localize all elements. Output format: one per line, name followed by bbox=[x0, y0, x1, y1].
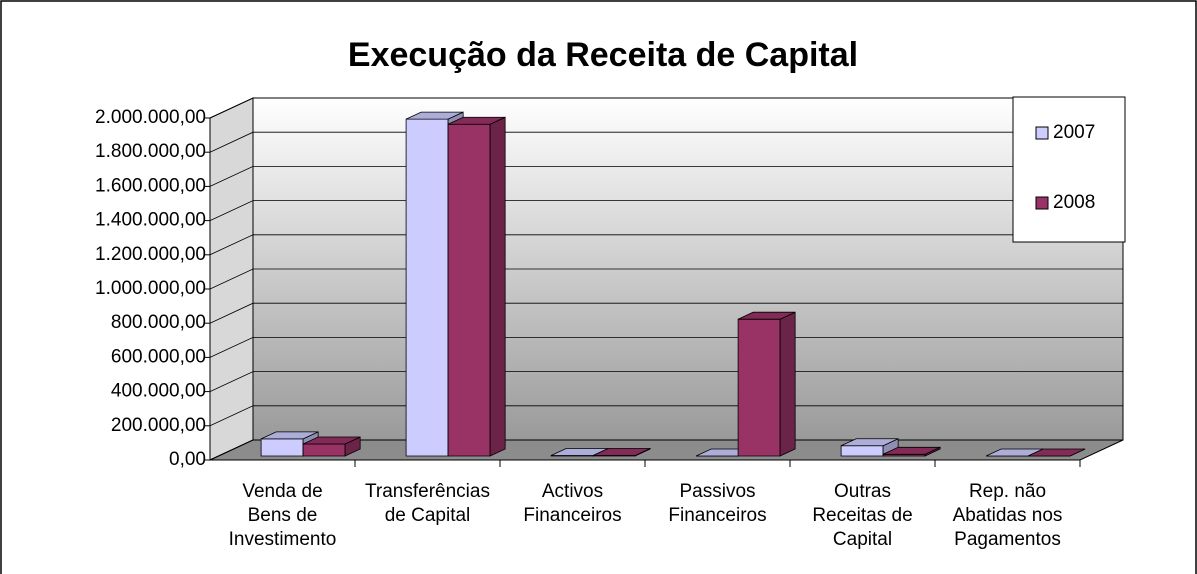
bar bbox=[882, 446, 941, 457]
grid-line bbox=[209, 234, 1123, 256]
x-tick-label: Venda de Bens de Investimento bbox=[229, 481, 337, 550]
legend-swatch bbox=[1035, 196, 1049, 210]
bar-front bbox=[405, 118, 449, 457]
bar-top bbox=[1027, 448, 1086, 457]
x-tick-label: Outras Receitas de Capital bbox=[812, 481, 912, 550]
grid-line bbox=[209, 371, 1123, 392]
grid-line bbox=[209, 97, 1123, 119]
bar bbox=[592, 447, 651, 457]
y-tick-label: 400.000,00 bbox=[111, 381, 206, 402]
bar-front bbox=[737, 318, 781, 457]
bar-top bbox=[447, 116, 506, 125]
bar-side bbox=[779, 311, 796, 457]
bar bbox=[447, 116, 506, 457]
legend-swatch bbox=[1035, 126, 1049, 140]
bar-top bbox=[405, 111, 464, 120]
bar bbox=[737, 311, 796, 457]
y-tick-label: 1.600.000,00 bbox=[95, 175, 206, 196]
legend bbox=[1012, 96, 1126, 243]
bar-top bbox=[737, 311, 796, 320]
y-tick-label: 1.400.000,00 bbox=[95, 210, 206, 231]
y-tick-label: 1.800.000,00 bbox=[95, 141, 206, 162]
bar bbox=[302, 436, 361, 457]
y-tick-label: 800.000,00 bbox=[111, 312, 206, 333]
x-tick-label: Rep. não Abatidas nos Pagamentos bbox=[953, 481, 1063, 550]
bar-top bbox=[840, 438, 899, 447]
y-tick-label: 600.000,00 bbox=[111, 346, 206, 367]
bar-side bbox=[489, 116, 506, 457]
bar-top bbox=[882, 446, 941, 455]
grid-line bbox=[209, 268, 1123, 290]
x-tick-label: Transferências de Capital bbox=[365, 481, 490, 526]
legend-label: 2008 bbox=[1053, 192, 1095, 213]
y-tick-label: 0,00 bbox=[169, 449, 206, 470]
grid-line bbox=[209, 405, 1123, 427]
bar-top bbox=[302, 436, 361, 445]
grid-line bbox=[209, 439, 1123, 461]
y-tick-label: 1.200.000,00 bbox=[95, 244, 206, 265]
x-tick-label: Passivos Financeiros bbox=[668, 481, 766, 526]
bar-top bbox=[260, 431, 319, 440]
bar-front bbox=[840, 445, 884, 457]
grid-line bbox=[209, 302, 1123, 324]
y-tick-label: 200.000,00 bbox=[111, 415, 206, 436]
grid-line bbox=[209, 166, 1123, 187]
bar-top bbox=[592, 448, 651, 456]
bar-front bbox=[260, 438, 304, 457]
bar-front bbox=[447, 123, 491, 457]
x-tick-label: Activos Financeiros bbox=[523, 481, 621, 526]
grid-line bbox=[209, 131, 1123, 153]
y-tick-label: 2.000.000,00 bbox=[95, 107, 206, 128]
chart-title: Execução da Receita de Capital bbox=[348, 36, 858, 74]
grid-line bbox=[209, 337, 1123, 358]
bar bbox=[1027, 448, 1086, 457]
bar-front bbox=[302, 443, 346, 457]
y-tick-label: 1.000.000,00 bbox=[95, 278, 206, 299]
legend-label: 2007 bbox=[1053, 122, 1095, 143]
grid-line bbox=[209, 200, 1123, 221]
